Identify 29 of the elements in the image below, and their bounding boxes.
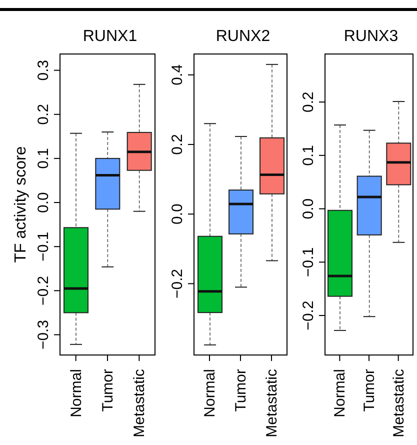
y-tick-label: 0.1 xyxy=(300,144,317,166)
x-tick-label: Tumor xyxy=(232,368,250,412)
y-tick-label: −0.2 xyxy=(169,268,186,298)
y-tick-label: 0.0 xyxy=(169,204,186,224)
x-tick-label: Tumor xyxy=(361,368,378,412)
x-tick-label: Tumor xyxy=(100,368,116,412)
chart-title: RUNX2 xyxy=(214,27,272,47)
y-tick-label: −0.3 xyxy=(35,320,52,350)
chart-title: RUNX3 xyxy=(342,27,400,47)
chart-title: RUNX1 xyxy=(82,27,138,47)
y-tick-label: 0.2 xyxy=(169,134,186,155)
y-tick-label: 0.4 xyxy=(169,64,186,86)
y-tick-label: 0.2 xyxy=(35,104,52,125)
y-tick-label: −0.2 xyxy=(300,300,317,330)
x-tick-label: Metastatic xyxy=(264,368,280,438)
x-tick-label: Normal xyxy=(68,369,85,418)
x-tick-label: Normal xyxy=(332,369,349,418)
y-axis-title: TF activity score xyxy=(12,146,30,263)
x-tick-label: Metastatic xyxy=(131,368,148,438)
y-tick-label: 0.2 xyxy=(300,92,317,112)
x-tick-label: Metastatic xyxy=(390,368,408,438)
y-tick-label: −0.2 xyxy=(35,276,52,306)
x-tick-label: Normal xyxy=(202,369,218,418)
y-tick-label: −0.1 xyxy=(300,247,317,277)
y-tick-label: 0.3 xyxy=(35,60,52,81)
y-tick-label: 0.0 xyxy=(300,198,317,220)
y-tick-label: −0.1 xyxy=(35,232,52,262)
y-tick-label: 0.1 xyxy=(35,148,52,169)
y-tick-label: 0.0 xyxy=(35,192,52,213)
